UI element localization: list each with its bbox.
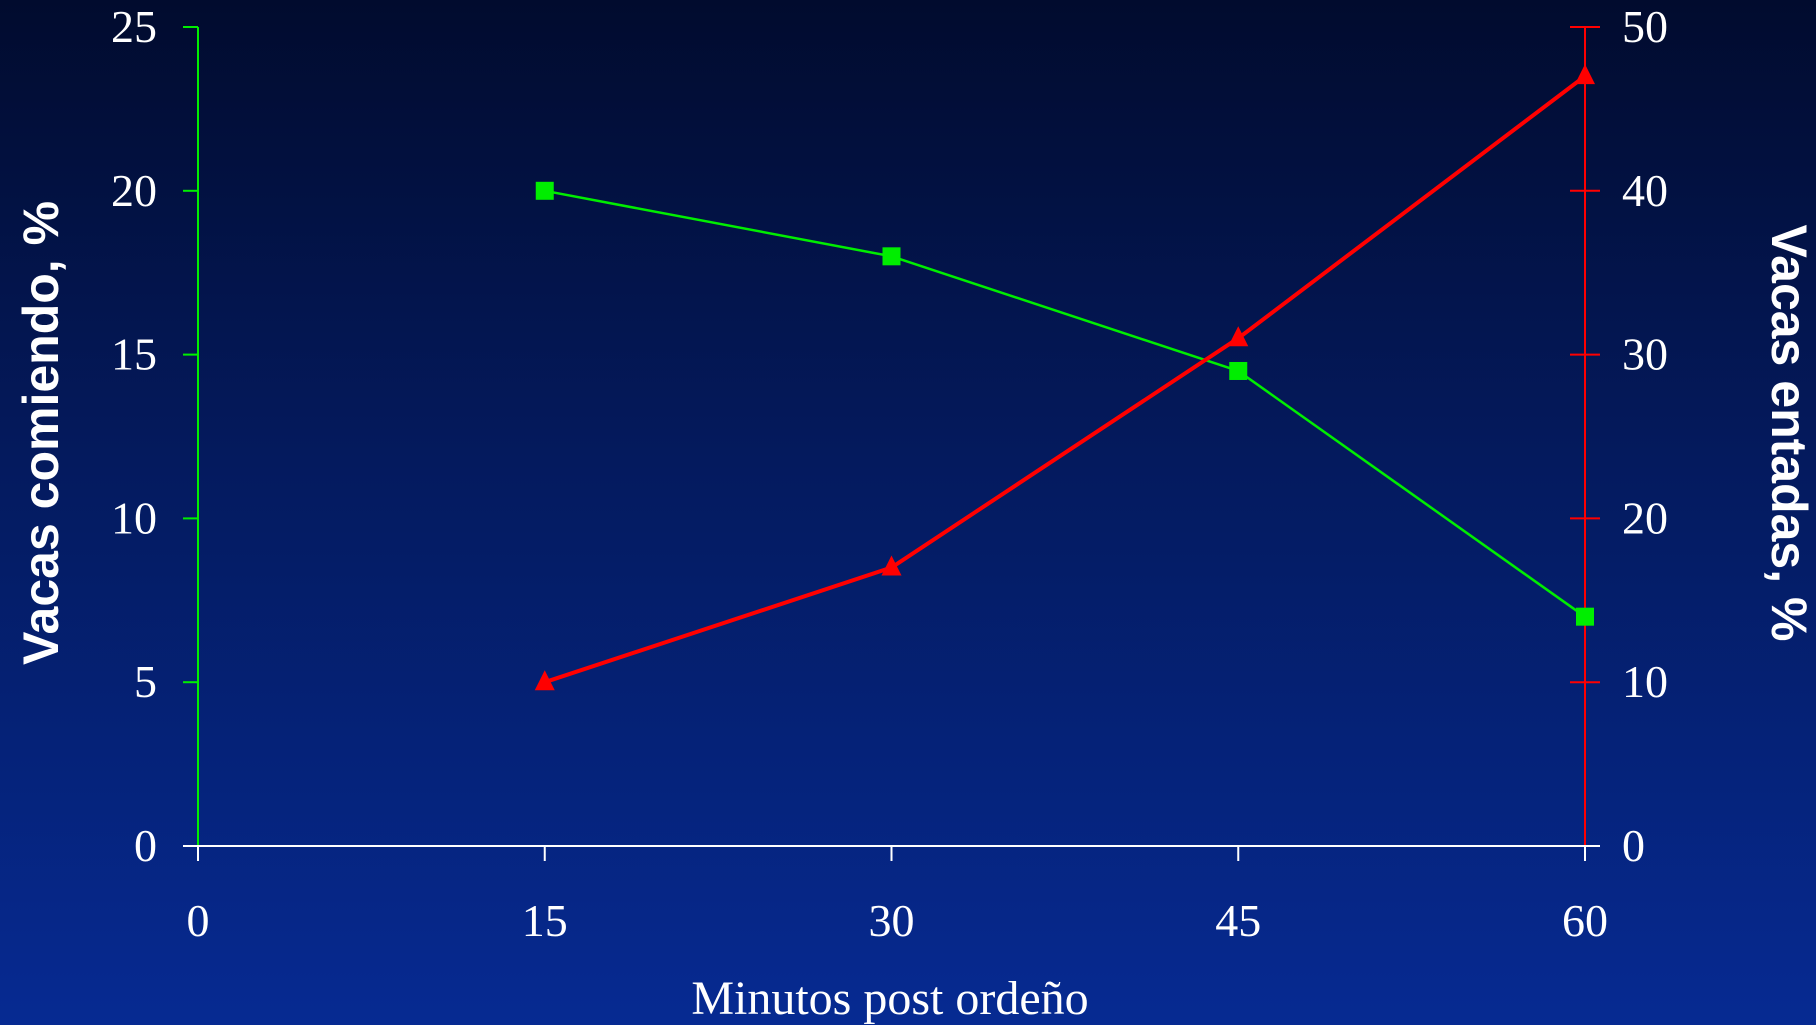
left-y-tick-label: 0 bbox=[134, 820, 157, 871]
right-y-tick-label: 40 bbox=[1622, 165, 1668, 216]
series-left-marker-square bbox=[882, 247, 901, 266]
series-left-marker-square bbox=[1576, 607, 1594, 626]
right-y-tick-label: 20 bbox=[1622, 492, 1668, 543]
series-right-marker-triangle bbox=[1575, 64, 1595, 85]
series-right-marker-triangle bbox=[1228, 326, 1249, 347]
series-left-marker-square bbox=[1229, 361, 1248, 380]
x-axis-title: Minutos post ordeño bbox=[691, 972, 1088, 1025]
x-tick-label: 60 bbox=[1562, 895, 1608, 946]
y-axis-title-right: Vacas entadas, % bbox=[1761, 225, 1816, 642]
x-tick-label: 0 bbox=[187, 895, 210, 946]
left-y-tick-label: 5 bbox=[134, 656, 157, 707]
x-tick-label: 30 bbox=[869, 895, 915, 946]
series-right-marker-triangle bbox=[534, 670, 555, 691]
right-y-tick-label: 0 bbox=[1622, 820, 1645, 871]
x-tick-label: 45 bbox=[1215, 895, 1261, 946]
x-tick-label: 15 bbox=[522, 895, 568, 946]
series-left-marker-square bbox=[535, 181, 554, 200]
series-right-marker-triangle bbox=[881, 555, 902, 576]
right-y-tick-label: 30 bbox=[1622, 329, 1668, 380]
left-y-tick-label: 10 bbox=[111, 492, 157, 543]
tick-labels: 0 5 10 15 20 25 0 10 20 30 40 50 0 15 30 45 60 bbox=[111, 1, 1668, 946]
y-axis-title-left: Vacas comiendo, % bbox=[13, 201, 69, 665]
right-y-tick-label: 50 bbox=[1622, 1, 1668, 52]
left-y-tick-label: 15 bbox=[111, 329, 157, 380]
left-y-tick-label: 20 bbox=[111, 165, 157, 216]
series-right-line bbox=[544, 74, 1587, 685]
series-left-line bbox=[544, 189, 1586, 618]
left-y-tick-label: 25 bbox=[111, 1, 157, 52]
series-group bbox=[534, 64, 1595, 691]
axes bbox=[183, 26, 1600, 861]
right-y-tick-label: 10 bbox=[1622, 656, 1668, 707]
